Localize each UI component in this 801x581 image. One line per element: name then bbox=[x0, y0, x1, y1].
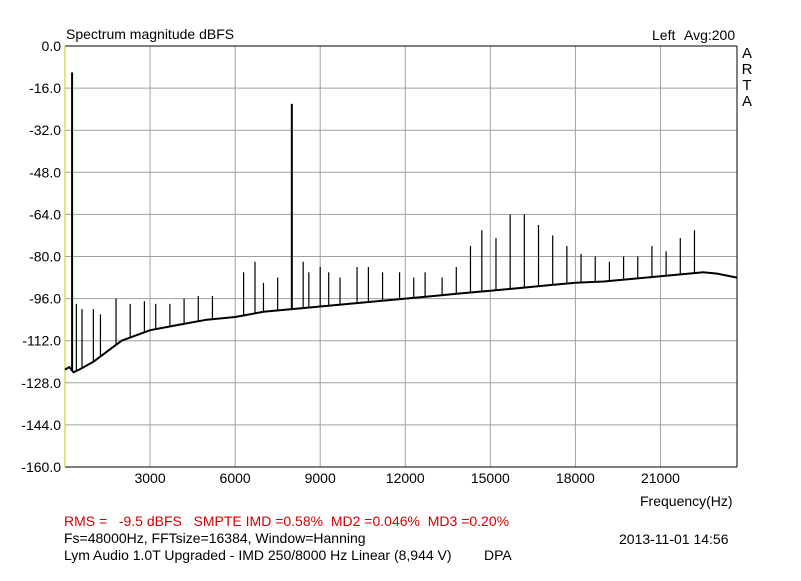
harmonic-peaks bbox=[71, 72, 696, 371]
device-tag: DPA bbox=[484, 547, 512, 563]
y-tick-label: -128.0 bbox=[21, 375, 61, 391]
chart-title: Spectrum magnitude dBFS bbox=[66, 26, 235, 42]
arta-letter: A bbox=[741, 45, 752, 62]
noise-floor-trace bbox=[64, 271, 738, 374]
arta-letter: A bbox=[741, 93, 752, 110]
x-tick-label: 18000 bbox=[556, 470, 595, 486]
y-tick-label: -80.0 bbox=[29, 249, 61, 265]
x-tick-label: 6000 bbox=[220, 470, 251, 486]
y-axis: 0.0 -16.0 -32.0 -48.0 -64.0 -80.0 -96.0 -112.0 -… bbox=[21, 38, 61, 475]
x-tick-label: 9000 bbox=[305, 470, 336, 486]
y-tick-label: 0.0 bbox=[42, 38, 62, 54]
grid-lines bbox=[65, 46, 737, 467]
device-description: Lym Audio 1.0T Upgraded - IMD 250/8000 H… bbox=[64, 547, 452, 563]
y-tick-label: -32.0 bbox=[29, 122, 61, 138]
x-tick-label: 3000 bbox=[134, 470, 165, 486]
x-axis-label: Frequency(Hz) bbox=[640, 493, 733, 509]
averaging-label: Avg:200 bbox=[684, 27, 736, 43]
y-tick-label: -160.0 bbox=[21, 459, 61, 475]
channel-label: Left bbox=[652, 27, 676, 43]
x-tick-label: 15000 bbox=[471, 470, 510, 486]
measurement-summary: RMS = -9.5 dBFS SMPTE IMD =0.58% MD2 =0.… bbox=[64, 513, 510, 529]
x-tick-label: 21000 bbox=[641, 470, 680, 486]
arta-letter: R bbox=[741, 61, 753, 78]
y-tick-label: -64.0 bbox=[29, 206, 61, 222]
y-tick-label: -16.0 bbox=[29, 80, 61, 96]
plot-frame bbox=[64, 45, 738, 468]
arta-brand: A R T A bbox=[741, 46, 753, 110]
y-tick-label: -144.0 bbox=[21, 417, 61, 433]
timestamp: 2013-11-01 14:56 bbox=[619, 531, 729, 547]
arta-letter: T bbox=[742, 77, 752, 94]
y-tick-label: -48.0 bbox=[29, 164, 61, 180]
y-tick-label: -112.0 bbox=[22, 333, 61, 349]
x-tick-label: 12000 bbox=[386, 470, 425, 486]
x-axis: 3000 6000 9000 12000 15000 18000 21000 bbox=[134, 470, 680, 486]
analysis-settings: Fs=48000Hz, FFTsize=16384, Window=Hannin… bbox=[64, 530, 366, 546]
y-tick-label: -96.0 bbox=[29, 291, 61, 307]
